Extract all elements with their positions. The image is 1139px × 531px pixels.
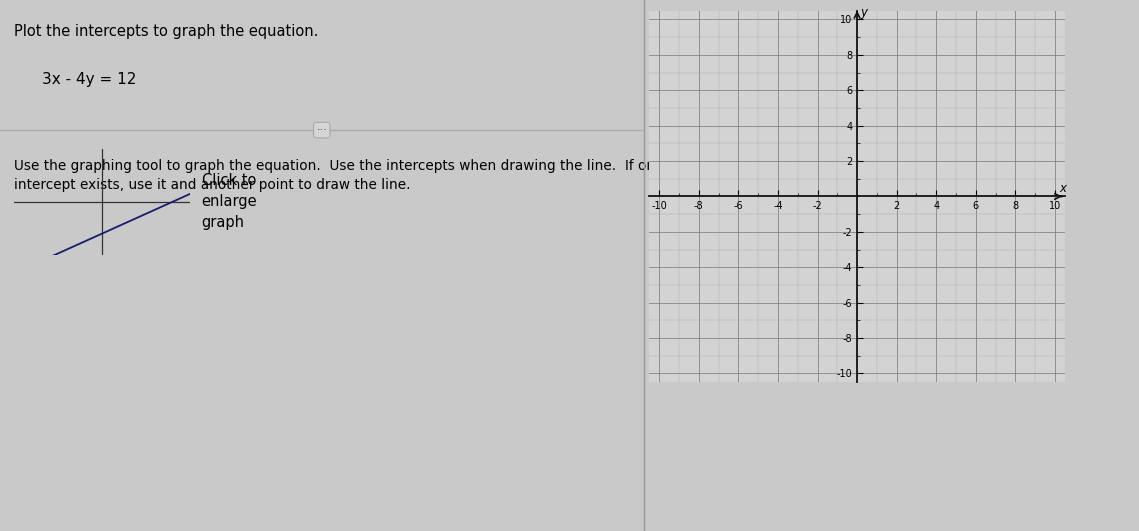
Text: ⋮: ⋮ (883, 256, 900, 275)
Text: Click to
enlarge
graph: Click to enlarge graph (202, 173, 257, 230)
Text: x: x (1059, 182, 1066, 195)
Text: y: y (861, 6, 868, 19)
Text: ···: ··· (317, 125, 327, 135)
Text: 3x - 4y = 12: 3x - 4y = 12 (42, 72, 137, 87)
Text: Use the graphing tool to graph the equation.  Use the intercepts when drawing th: Use the graphing tool to graph the equat… (14, 159, 697, 192)
Text: Plot the intercepts to graph the equation.: Plot the intercepts to graph the equatio… (14, 24, 319, 39)
